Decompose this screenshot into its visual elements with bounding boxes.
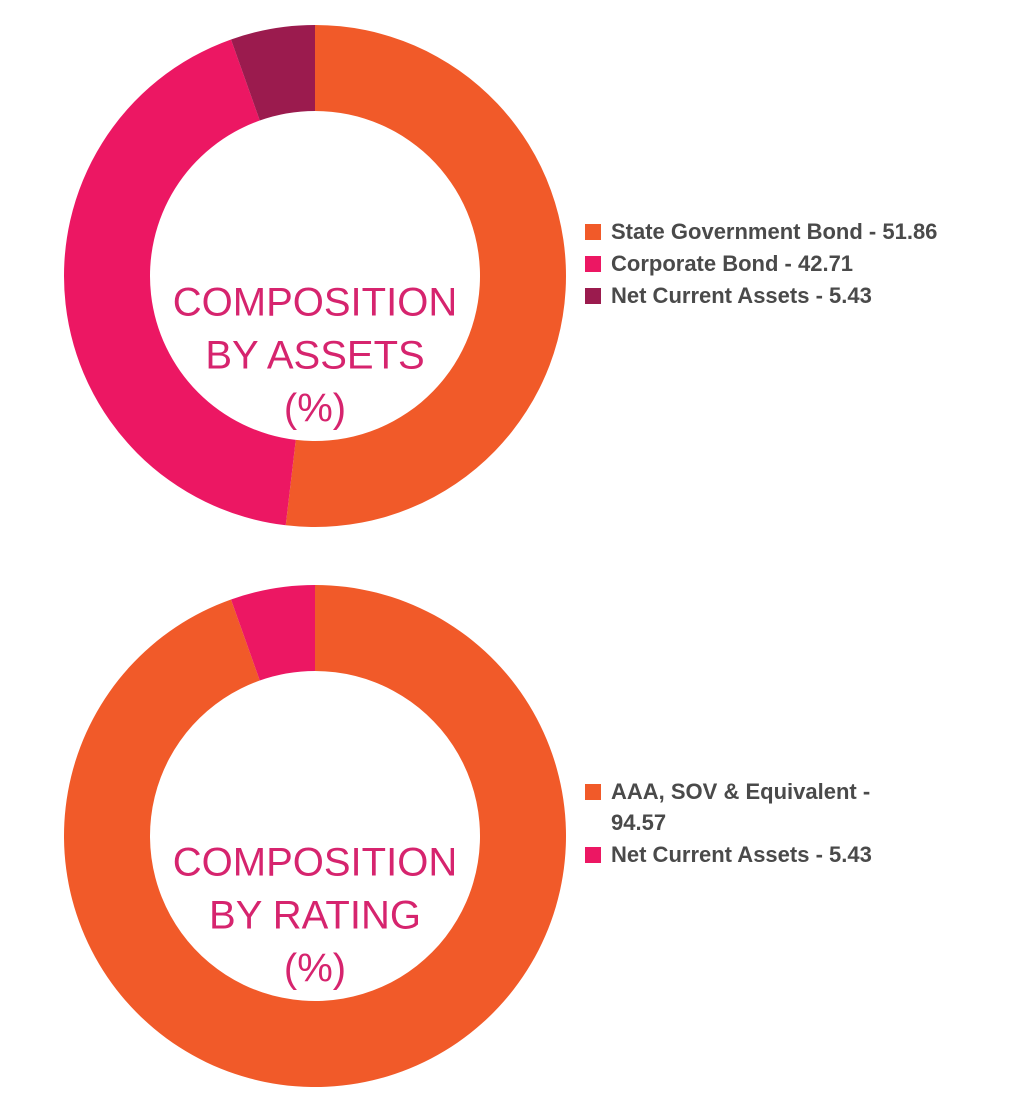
- donut-segment: [231, 25, 315, 121]
- legend-swatch: [585, 224, 601, 240]
- donut-segment: [63, 39, 296, 526]
- legend-item: AAA, SOV & Equivalent - 94.57: [585, 776, 905, 838]
- legend-label: State Government Bond - 51.86: [611, 219, 938, 244]
- legend: AAA, SOV & Equivalent - 94.57 Net Current…: [585, 776, 905, 871]
- center-title: (%): [284, 947, 346, 991]
- legend: State Government Bond - 51.86 Corporate B…: [585, 216, 1005, 312]
- legend-swatch: [585, 256, 601, 272]
- legend-label: Net Current Assets - 5.43: [611, 842, 872, 867]
- legend-label: Net Current Assets - 5.43: [611, 283, 872, 308]
- legend-item: Net Current Assets - 5.43: [585, 280, 1005, 311]
- donut-segment: [285, 25, 566, 527]
- center-title: BY ASSETS: [205, 334, 424, 378]
- center-title: COMPOSITION: [173, 841, 457, 885]
- center-title: (%): [284, 387, 346, 431]
- legend-item: Net Current Assets - 5.43: [585, 839, 905, 870]
- legend-item: Corporate Bond - 42.71: [585, 248, 1005, 279]
- legend-swatch: [585, 847, 601, 863]
- center-title: COMPOSITION: [173, 281, 457, 325]
- legend-swatch: [585, 288, 601, 304]
- legend-label: Corporate Bond - 42.71: [611, 251, 854, 276]
- legend-label: AAA, SOV & Equivalent - 94.57: [611, 779, 871, 835]
- donut-segment: [231, 585, 315, 681]
- center-title: BY RATING: [209, 894, 421, 938]
- donut-segment: [64, 585, 567, 1087]
- legend-item: State Government Bond - 51.86: [585, 216, 1005, 247]
- legend-swatch: [585, 784, 601, 800]
